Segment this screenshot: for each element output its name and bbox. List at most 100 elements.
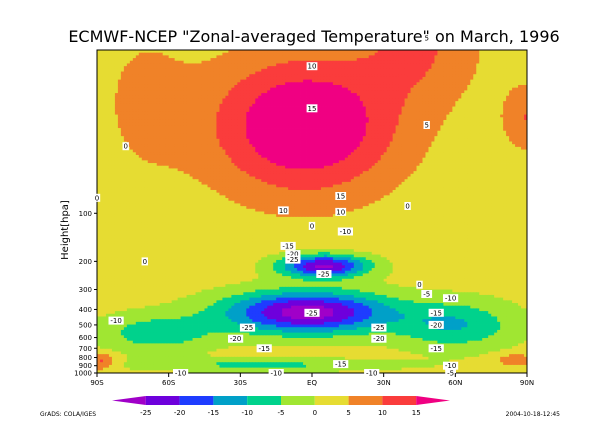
field-cell <box>126 55 131 59</box>
field-cell <box>237 55 241 59</box>
field-cell <box>189 90 193 94</box>
field-cell <box>422 136 426 140</box>
field-cell <box>338 55 343 59</box>
field-cell <box>210 71 214 75</box>
field-cell <box>213 95 217 99</box>
field-cell <box>213 122 217 126</box>
field-cell <box>332 60 337 64</box>
field-cell <box>246 141 250 145</box>
field-cell <box>273 82 277 86</box>
field-cell <box>356 122 361 126</box>
field-cell <box>186 63 190 67</box>
field-cell <box>443 130 447 134</box>
field-cell <box>222 74 226 78</box>
field-cell <box>494 60 498 64</box>
field-cell <box>407 114 411 118</box>
field-cell <box>518 71 522 75</box>
field-cell <box>440 111 444 115</box>
field-cell <box>288 101 292 105</box>
field-cell <box>332 79 337 83</box>
field-cell <box>368 50 373 54</box>
field-cell <box>395 60 399 64</box>
field-cell <box>491 87 495 91</box>
field-cell <box>407 63 411 67</box>
field-cell <box>231 50 235 54</box>
field-cell <box>482 60 486 64</box>
field-cell <box>503 109 507 113</box>
field-cell <box>267 98 271 102</box>
field-cell <box>123 106 128 110</box>
field-cell <box>500 58 504 62</box>
field-cell <box>273 128 277 132</box>
field-cell <box>225 79 229 83</box>
field-cell <box>491 136 495 140</box>
field-cell <box>428 119 432 124</box>
field-cell <box>398 125 402 129</box>
field-cell <box>222 111 226 115</box>
field-cell <box>440 74 444 78</box>
field-cell <box>515 106 519 110</box>
field-cell <box>306 87 310 91</box>
field-cell <box>294 93 298 97</box>
field-cell <box>213 103 217 107</box>
field-cell <box>255 63 259 67</box>
field-cell <box>111 138 116 142</box>
field-cell <box>329 111 334 115</box>
field-cell <box>440 95 444 99</box>
field-cell <box>303 63 307 67</box>
field-cell <box>362 76 367 81</box>
field-cell <box>240 84 244 89</box>
field-cell <box>467 93 471 97</box>
field-cell <box>395 50 399 54</box>
field-cell <box>120 93 125 97</box>
field-cell <box>323 103 328 107</box>
field-cell <box>249 114 253 118</box>
field-cell <box>362 128 367 132</box>
field-cell <box>314 93 319 97</box>
field-cell <box>425 93 429 97</box>
field-cell <box>228 128 232 132</box>
field-cell <box>419 128 423 132</box>
field-cell <box>135 130 140 134</box>
field-cell <box>482 79 486 83</box>
field-cell <box>261 103 265 107</box>
field-cell <box>377 128 382 132</box>
field-cell <box>413 136 417 140</box>
field-cell <box>180 133 184 137</box>
field-cell <box>150 84 155 89</box>
field-cell <box>362 136 367 140</box>
field-cell <box>213 79 217 83</box>
field-cell <box>389 109 394 113</box>
field-cell <box>326 103 331 107</box>
field-cell <box>150 136 155 140</box>
field-cell <box>294 50 298 54</box>
field-cell <box>452 71 456 75</box>
field-cell <box>237 106 241 110</box>
field-cell <box>494 109 498 113</box>
field-cell <box>491 60 495 64</box>
field-cell <box>222 106 226 110</box>
field-cell <box>108 130 113 134</box>
field-cell <box>404 55 408 59</box>
field-cell <box>377 82 382 86</box>
field-cell <box>123 138 128 142</box>
field-cell <box>210 74 214 78</box>
field-cell <box>455 114 459 118</box>
field-cell <box>464 98 468 102</box>
field-cell <box>341 84 346 89</box>
field-cell <box>443 87 447 91</box>
field-cell <box>374 130 379 134</box>
field-cell <box>150 68 155 72</box>
field-cell <box>153 74 158 78</box>
field-cell <box>249 141 253 145</box>
field-cell <box>371 55 376 59</box>
field-cell <box>380 76 385 81</box>
field-cell <box>353 55 358 59</box>
field-cell <box>398 119 402 124</box>
field-cell <box>183 79 187 83</box>
field-cell <box>335 74 340 78</box>
field-cell <box>392 82 397 86</box>
field-cell <box>386 76 391 81</box>
field-cell <box>261 63 265 67</box>
field-cell <box>264 55 268 59</box>
